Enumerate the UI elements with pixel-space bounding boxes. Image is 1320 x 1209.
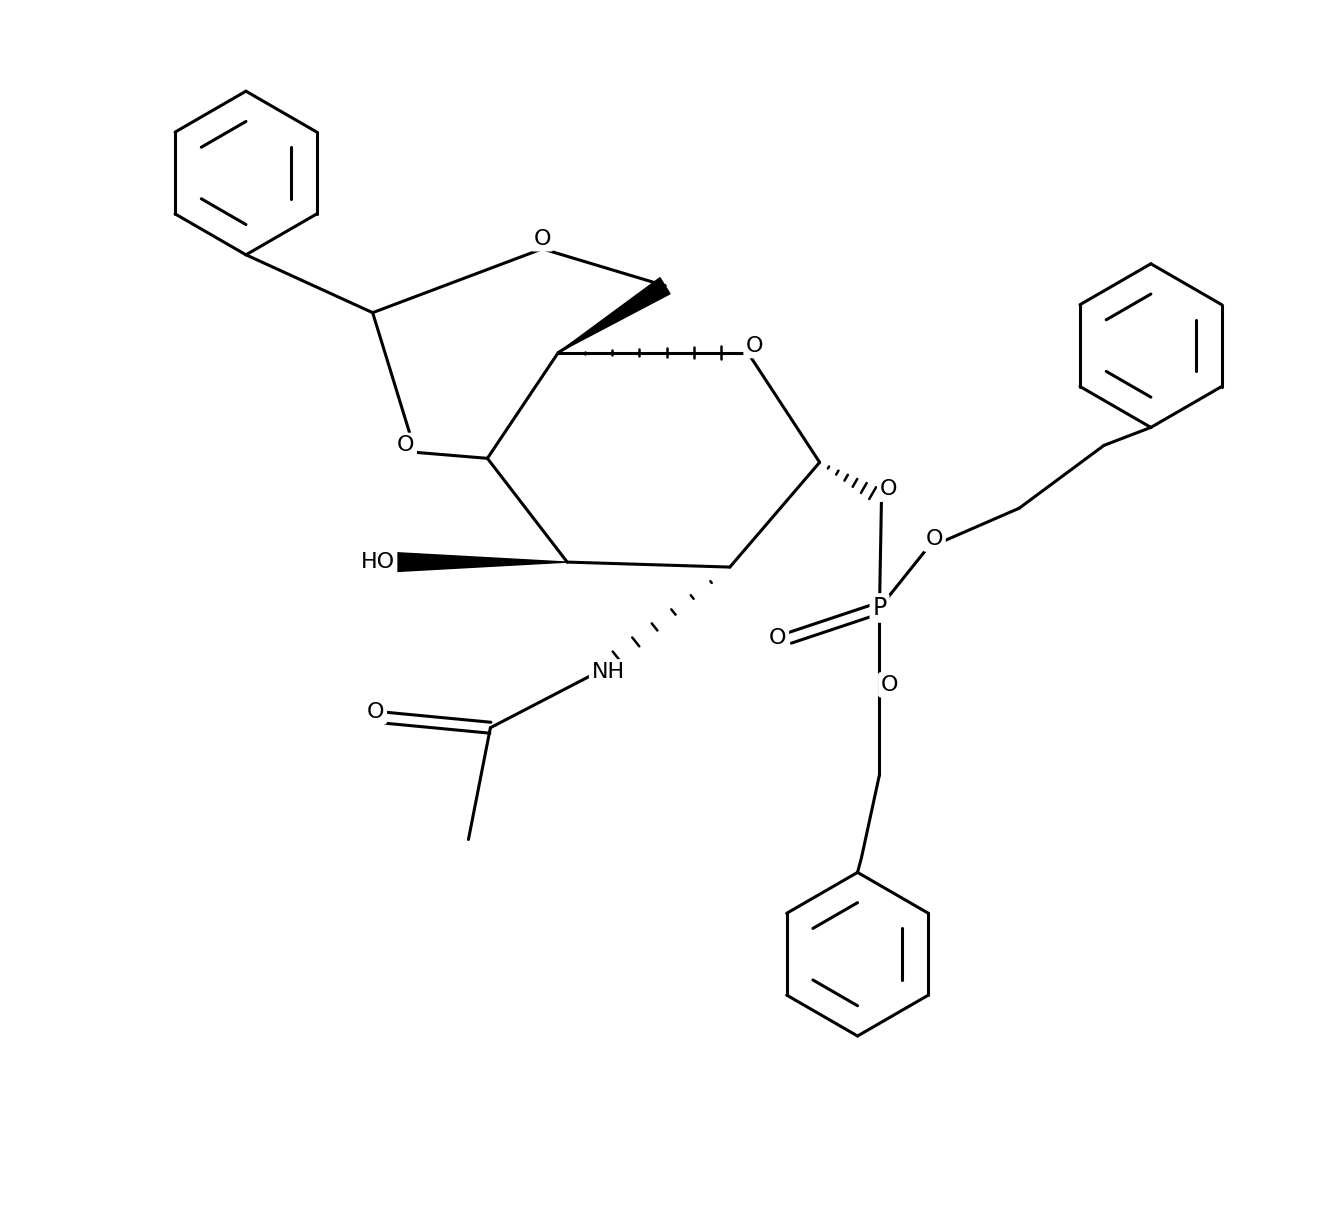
Text: O: O	[925, 530, 942, 549]
Text: O: O	[397, 435, 414, 456]
Text: NH: NH	[591, 661, 624, 682]
Polygon shape	[385, 553, 568, 572]
Text: O: O	[879, 479, 898, 499]
Text: HO: HO	[360, 553, 395, 572]
Polygon shape	[558, 278, 671, 353]
Text: O: O	[367, 701, 384, 722]
Text: P: P	[873, 596, 887, 620]
Text: O: O	[746, 336, 763, 355]
Text: O: O	[533, 229, 550, 249]
Text: O: O	[880, 675, 898, 695]
Text: O: O	[770, 627, 787, 648]
